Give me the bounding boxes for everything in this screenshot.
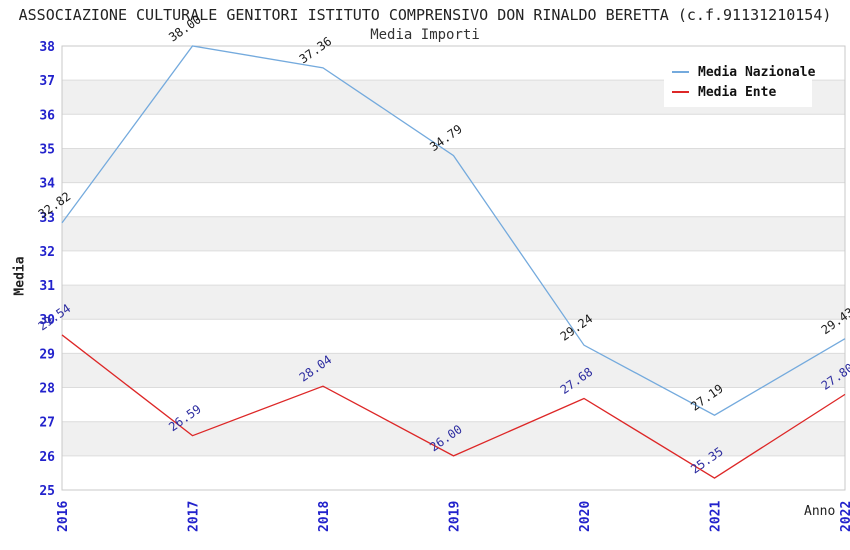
legend-label-nazionale: Media Nazionale — [698, 64, 816, 80]
grid-band — [62, 285, 845, 320]
legend-label-ente: Media Ente — [698, 84, 777, 100]
y-tick-label: 31 — [39, 279, 55, 294]
x-tick-label: 2020 — [578, 501, 593, 532]
x-tick-label: 2017 — [187, 501, 202, 532]
data-point-label: 37.36 — [297, 34, 335, 66]
legend-item-media-ente: Media Ente — [672, 82, 804, 102]
y-tick-label: 27 — [39, 416, 55, 431]
media-ente-line — [61, 334, 846, 479]
x-tick-label: 2018 — [317, 501, 332, 532]
x-tick-label: 2021 — [709, 501, 724, 532]
grid-band — [62, 353, 845, 388]
x-tick-label: 2022 — [839, 501, 850, 532]
y-tick-label: 38 — [39, 40, 55, 55]
x-axis-title: Anno — [804, 504, 836, 519]
y-axis-title: Media — [12, 256, 28, 296]
legend-item-media-nazionale: Media Nazionale — [672, 62, 815, 82]
media-nazionale-line — [61, 45, 846, 416]
y-tick-label: 36 — [39, 108, 55, 123]
ente-line-swatch — [672, 91, 689, 93]
data-point-label: 38.00 — [166, 12, 204, 44]
chart-subtitle: Media Importi — [370, 27, 480, 43]
y-tick-label: 28 — [39, 382, 55, 397]
plot-border — [61, 45, 846, 491]
nazionale-line-swatch — [672, 71, 689, 73]
y-tick-label: 29 — [39, 347, 55, 362]
y-tick-label: 26 — [39, 450, 55, 465]
y-tick-label: 37 — [39, 74, 55, 89]
grid-band — [62, 421, 845, 456]
grid-band — [62, 216, 845, 251]
y-tick-label: 34 — [39, 177, 55, 192]
y-tick-label: 30 — [39, 313, 55, 328]
chart-title: ASSOCIAZIONE CULTURALE GENITORI ISTITUTO… — [18, 6, 832, 24]
y-tick-label: 35 — [39, 142, 55, 157]
y-tick-label: 25 — [39, 484, 55, 499]
legend: Media Nazionale Media Ente — [664, 57, 815, 107]
grid-band — [62, 148, 845, 183]
x-tick-label: 2019 — [448, 501, 463, 532]
y-tick-label: 33 — [39, 211, 55, 226]
y-tick-label: 32 — [39, 245, 55, 260]
x-tick-label: 2016 — [56, 501, 71, 532]
